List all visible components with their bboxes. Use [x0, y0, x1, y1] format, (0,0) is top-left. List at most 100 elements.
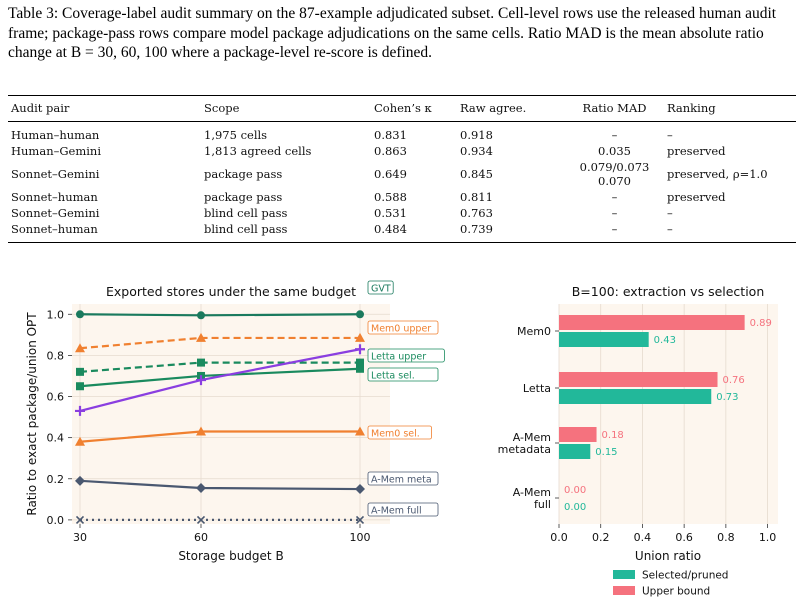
table-caption: Table 3: Coverage-label audit summary on… [8, 4, 798, 63]
line-chart-point [355, 426, 365, 436]
bar-chart-category-label: Letta [523, 382, 551, 395]
cell-scope: 1,813 agreed cells [204, 144, 312, 158]
cell-kappa: 0.831 [374, 128, 407, 142]
line-chart-series-labels: GVT Mem0 upper Letta upper Letta sel. Mem0 s… [367, 280, 445, 517]
line-chart-series-label-box [367, 348, 445, 363]
cell-ranking: – [667, 206, 673, 220]
table-row: Sonnet–human package pass 0.588 0.811 – prese… [8, 189, 796, 205]
bar-chart-legend-swatch [613, 570, 635, 579]
cell-raw-agree: 0.845 [460, 167, 493, 181]
line-chart-ytick-label: 1.0 [47, 308, 65, 321]
line-chart-series-label-box [367, 280, 394, 295]
cell-kappa: 0.863 [374, 144, 407, 158]
line-chart-xtick-label: 30 [73, 531, 87, 544]
line-chart-ytick-label: 0.8 [47, 349, 65, 362]
bar-selected [559, 332, 649, 347]
cell-scope: blind cell pass [204, 206, 288, 220]
cell-ranking: preserved [667, 190, 726, 204]
bar-chart-legend-swatch [613, 586, 635, 595]
line-chart-point [197, 311, 205, 320]
line-chart-xtick-label: 100 [350, 531, 371, 544]
table-header-row: Audit pair Scope Cohen’s κ Raw agree. Ra… [8, 95, 796, 122]
line-chart-series-label: Mem0 upper [371, 324, 431, 335]
bar-upper-bound [559, 427, 597, 442]
cell-audit-pair: Sonnet–Gemini [11, 206, 100, 220]
header-audit-pair: Audit pair [11, 101, 70, 115]
bar-chart-title: B=100: extraction vs selection [572, 284, 765, 299]
line-chart: 0.0 0.2 0.4 0.6 0.8 1.0 30 60 100 GVT Mem0 upper L… [25, 280, 445, 563]
caption-text: Table 3: Coverage-label audit summary on… [8, 5, 777, 61]
bar-chart-bars: 0.89 0.43 0.76 0.73 0.18 0.15 0.00 0.00 [559, 315, 772, 513]
line-chart-series-line [79, 313, 361, 317]
line-chart-ytick-label: 0.4 [47, 432, 65, 445]
line-chart-point [75, 475, 85, 486]
line-chart-point [75, 405, 85, 416]
table-row: Human–human 1,975 cells 0.831 0.918 – – [8, 122, 796, 144]
line-chart-point [356, 310, 364, 319]
cell-scope: 1,975 cells [204, 128, 268, 142]
bar-upper-value-label: 0.89 [750, 318, 772, 329]
bar-chart-xtick-label: 0.6 [675, 531, 693, 544]
bar-selected-value-label: 0.43 [654, 335, 676, 346]
line-chart-point [75, 343, 85, 353]
bar-upper-value-label: 0.76 [723, 375, 745, 386]
line-chart-plot-area [72, 304, 390, 524]
line-chart-series-label-box [367, 367, 439, 382]
cell-scope: blind cell pass [204, 222, 288, 236]
line-chart-series-label: Letta sel. [371, 371, 415, 382]
bar-chart-xtick-label: 0.8 [717, 531, 735, 544]
line-chart-point [355, 344, 365, 355]
line-chart-point [76, 382, 84, 391]
line-chart-ylabel: Ratio to exact package/union OPT [25, 312, 39, 516]
table-row: Human–Gemini 1,813 agreed cells 0.863 0.934… [8, 143, 796, 159]
line-chart-title: Exported stores under the same budget [106, 284, 356, 299]
header-raw-agree: Raw agree. [460, 101, 527, 115]
line-chart-point [356, 364, 364, 373]
cell-ratio-mad: 0.079/0.073 0.070 [579, 160, 650, 188]
cell-audit-pair: Human–human [11, 128, 100, 142]
cell-audit-pair: Sonnet–human [11, 222, 98, 236]
cell-scope: package pass [204, 190, 283, 204]
cell-raw-agree: 0.763 [460, 206, 493, 220]
bar-chart-xtick-label: 0.4 [634, 531, 652, 544]
bar-upper-bound [559, 315, 745, 330]
cell-ratio-mad: – [611, 128, 618, 142]
bar-chart-category-label: Mem0 [517, 325, 551, 338]
line-chart-point [196, 375, 206, 386]
cell-audit-pair: Sonnet–Gemini [11, 167, 100, 181]
bar-selected-value-label: 0.73 [716, 392, 738, 403]
bar-chart-category-label: A-Mem [513, 486, 551, 499]
cell-raw-agree: 0.811 [460, 190, 493, 204]
line-chart-ticks: 0.0 0.2 0.4 0.6 0.8 1.0 30 60 100 [47, 308, 371, 544]
line-chart-ytick-label: 0.2 [47, 473, 65, 486]
cell-scope: package pass [204, 167, 283, 181]
audit-table: Audit pair Scope Cohen’s κ Raw agree. Ra… [8, 95, 796, 243]
cell-audit-pair: Sonnet–human [11, 190, 98, 204]
line-chart-ytick-label: 0.6 [47, 391, 65, 404]
bar-chart-xtick-label: 1.0 [759, 531, 777, 544]
cell-raw-agree: 0.934 [460, 144, 493, 158]
bar-chart-legend-label: Selected/pruned [642, 570, 728, 582]
line-chart-point [75, 436, 85, 446]
line-chart-series-label: GVT [371, 284, 391, 295]
line-chart-point [196, 483, 206, 494]
bar-chart-legend: Selected/pruned Upper bound [613, 570, 728, 598]
line-chart-point [197, 358, 205, 367]
line-chart-series-label: Letta upper [371, 352, 426, 363]
bar-selected-value-label: 0.15 [595, 447, 617, 458]
table-row: Sonnet–human blind cell pass 0.484 0.739 – – [8, 221, 796, 243]
line-chart-point [355, 484, 365, 495]
bar-chart: 0.89 0.43 0.76 0.73 0.18 0.15 0.00 0.00 0.0 0.2 0… [498, 284, 778, 598]
cell-raw-agree: 0.918 [460, 128, 493, 142]
cell-ranking: – [667, 128, 673, 142]
line-chart-series-label: A-Mem full [371, 506, 422, 517]
line-chart-series-label: Mem0 sel. [371, 429, 420, 440]
bar-selected [559, 389, 712, 404]
line-chart-series-label-box [367, 320, 439, 335]
cell-raw-agree: 0.739 [460, 222, 493, 236]
bar-selected [559, 444, 591, 459]
bar-upper-bound [559, 372, 718, 387]
header-ranking: Ranking [667, 101, 716, 115]
line-chart-point [75, 515, 85, 524]
cell-ratio-mad: – [611, 190, 618, 204]
